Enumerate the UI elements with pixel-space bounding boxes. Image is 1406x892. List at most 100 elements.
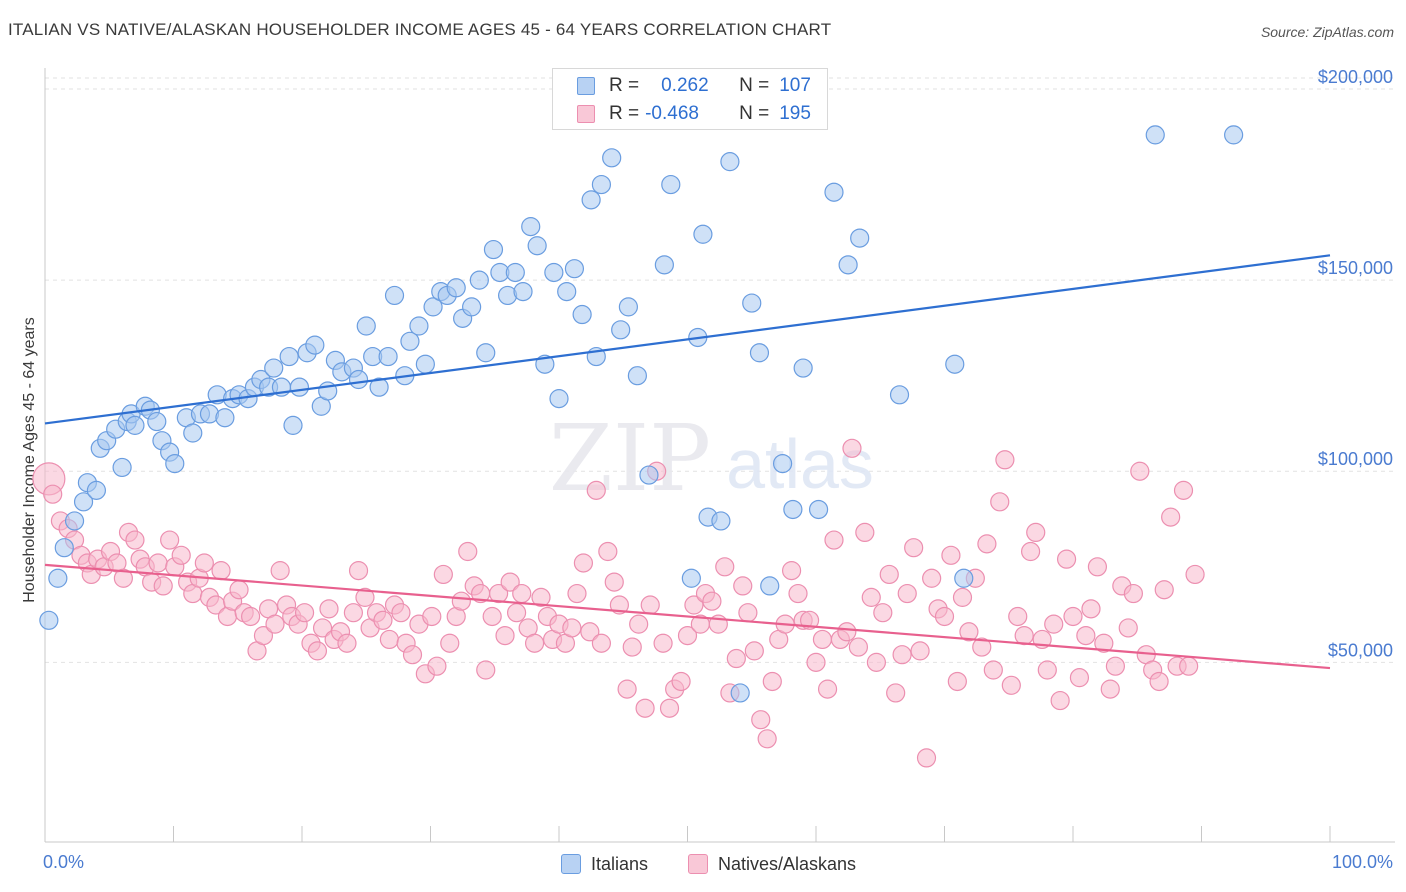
natives-point <box>312 618 333 638</box>
natives-point <box>904 538 924 558</box>
italians-point <box>521 217 541 237</box>
axes <box>44 68 1395 843</box>
natives-point <box>972 637 992 657</box>
italians-point <box>808 499 829 520</box>
natives-point <box>229 580 249 600</box>
natives-point <box>726 648 746 669</box>
italians-point <box>423 297 443 317</box>
natives-point <box>617 679 637 699</box>
natives-point <box>684 595 704 615</box>
italians-point <box>446 278 466 298</box>
italians-point <box>549 389 569 409</box>
italians-point <box>850 228 870 248</box>
natives-point <box>1014 625 1034 646</box>
italians-point <box>305 335 325 355</box>
natives-point <box>702 591 722 611</box>
italians-point <box>73 492 94 512</box>
natives-point <box>253 625 274 646</box>
italians-point <box>557 282 577 302</box>
italians-point <box>749 343 770 363</box>
natives-point <box>1037 660 1057 680</box>
natives-point <box>319 599 339 619</box>
italians-point <box>369 377 389 397</box>
italians-point <box>215 408 235 428</box>
italians-point <box>378 346 398 367</box>
natives-point <box>886 683 906 703</box>
italians-point <box>954 568 974 588</box>
natives-point <box>1081 599 1101 619</box>
natives-point <box>715 557 735 577</box>
natives-point <box>598 541 618 562</box>
italians-point <box>627 366 647 386</box>
natives-point <box>512 583 532 604</box>
natives-point <box>458 541 478 562</box>
italians-point <box>348 369 369 390</box>
natives-point <box>43 484 63 504</box>
natives-point <box>1001 675 1021 695</box>
italians-point <box>125 415 145 435</box>
italians-point <box>783 499 803 520</box>
italians-point <box>279 346 299 367</box>
italians-point <box>611 320 631 340</box>
natives-point <box>373 610 393 630</box>
natives-point <box>848 637 869 657</box>
italians-point <box>476 343 496 363</box>
chart-title: ITALIAN VS NATIVE/ALASKAN HOUSEHOLDER IN… <box>8 20 832 39</box>
natives-point <box>343 603 363 623</box>
natives-point <box>866 652 886 672</box>
italians-point <box>639 465 659 485</box>
italians-point <box>469 270 489 290</box>
italians-point <box>64 511 85 531</box>
source-label: Source: ZipAtlas.com <box>1260 24 1394 40</box>
natives-point <box>211 561 231 581</box>
natives-point <box>307 641 328 661</box>
italians-point <box>772 454 793 474</box>
natives-point <box>241 606 261 627</box>
natives-point <box>1008 606 1028 627</box>
y-tick-label: $150,000 <box>1318 258 1393 278</box>
natives-point <box>270 561 290 581</box>
legend-swatch-natives <box>577 105 595 123</box>
natives-point <box>733 576 753 596</box>
natives-point <box>922 568 942 588</box>
italians-point <box>602 148 622 168</box>
y-tick-label: $100,000 <box>1318 449 1393 469</box>
italians-point <box>760 576 780 596</box>
italians-point <box>505 262 525 283</box>
italians-point <box>889 385 910 405</box>
natives-point <box>609 595 629 615</box>
natives-point <box>1087 557 1108 577</box>
natives-point <box>781 561 802 581</box>
natives-point <box>379 629 399 650</box>
natives-point <box>757 729 777 749</box>
natives-point <box>440 633 460 653</box>
natives-point <box>402 645 423 665</box>
natives-point <box>148 553 168 573</box>
natives-point <box>531 587 551 607</box>
legend-swatch-italians <box>577 77 595 95</box>
watermark: ZIP atlas <box>549 405 874 512</box>
natives-point <box>1069 668 1090 688</box>
natives-point <box>1185 564 1205 585</box>
natives-point <box>824 530 844 550</box>
natives-points <box>32 438 1205 768</box>
natives-point <box>153 576 173 596</box>
natives-point <box>671 671 691 692</box>
italians-point <box>591 174 612 195</box>
legend-n-label: N = <box>739 75 770 96</box>
natives-point <box>837 622 857 642</box>
natives-point <box>1100 679 1120 699</box>
natives-point <box>788 583 808 604</box>
italians-trend-line <box>44 254 1331 425</box>
italians-point <box>483 239 504 260</box>
natives-point <box>635 698 655 718</box>
bottom-legend-natives: Natives/Alaskans <box>688 852 856 876</box>
natives-point <box>995 450 1015 470</box>
bottom-legend-swatch-italians <box>561 854 581 874</box>
natives-point <box>947 671 967 692</box>
italians-point <box>838 255 858 275</box>
natives-point <box>1050 690 1070 711</box>
natives-point <box>355 587 375 607</box>
natives-point <box>659 698 680 718</box>
